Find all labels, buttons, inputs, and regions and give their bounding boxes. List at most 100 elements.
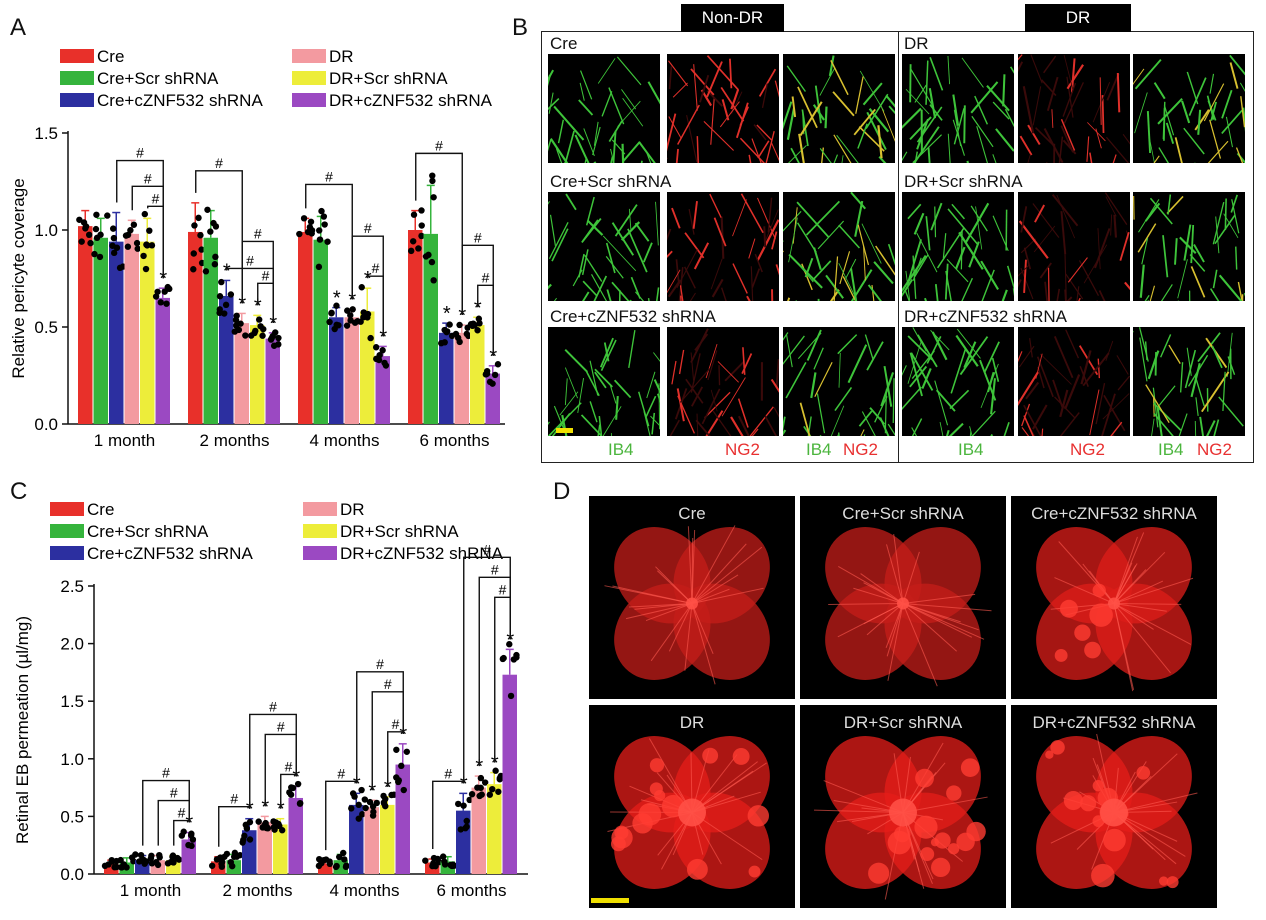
vessel-segment (902, 278, 914, 298)
bar (344, 317, 359, 424)
vessel-segment (1095, 128, 1102, 149)
significance-hash: # (376, 656, 384, 672)
vessel-segment (773, 407, 779, 418)
retina-vessel-image (783, 327, 895, 436)
retina-vessel-image (548, 192, 660, 301)
vessel-segment (1082, 563, 1115, 604)
vessel-segment (783, 429, 787, 436)
vessel-segment (548, 412, 571, 436)
vessel-segment (811, 260, 832, 281)
retina-vessel-image (548, 327, 660, 436)
significance-star: * (458, 305, 466, 327)
vessel-segment (1174, 137, 1183, 163)
vessel-segment (1230, 194, 1239, 213)
vessel-segment (786, 65, 806, 92)
vessel-segment (928, 88, 937, 119)
vessel-segment (1206, 420, 1216, 436)
vessel-segment (655, 566, 693, 604)
data-point (109, 242, 116, 249)
data-point (326, 318, 333, 326)
panel-b-row-label: Cre (546, 34, 582, 54)
leakage-spot (610, 836, 626, 852)
data-point (211, 261, 219, 268)
vessel-segment (902, 603, 979, 631)
vessel-segment (914, 84, 927, 103)
significance-hash: # (325, 168, 333, 184)
vessel-segment (640, 160, 643, 163)
vessel-segment (906, 239, 922, 285)
vessel-segment (653, 379, 660, 394)
vessel-segment (647, 81, 660, 105)
data-point (430, 854, 438, 862)
data-point (470, 320, 477, 327)
vessel-segment (992, 215, 1009, 252)
vessel-segment (1022, 86, 1035, 134)
significance-star: * (384, 777, 392, 799)
vessel-segment (735, 102, 749, 139)
data-point (463, 817, 470, 825)
vessel-segment (864, 334, 874, 360)
vessel-segment (1235, 246, 1238, 270)
vessel-segment (1105, 196, 1117, 217)
vessel-segment (649, 738, 693, 813)
vessel-segment (1227, 356, 1236, 375)
vessel-segment (688, 209, 695, 235)
vessel-segment (720, 287, 727, 301)
data-point (340, 849, 347, 857)
vessel-segment (813, 809, 904, 813)
vessel-segment (814, 361, 833, 397)
vessel-segment (1034, 204, 1045, 223)
vessel-segment (650, 415, 660, 427)
vessel-segment (667, 113, 677, 152)
vessel-segment (1207, 140, 1229, 163)
vessel-segment (691, 603, 716, 685)
vessel-segment (583, 128, 595, 157)
leakage-spot (868, 862, 890, 884)
vessel-network-icon (667, 193, 779, 301)
vessel-segment (838, 353, 841, 388)
data-point (366, 798, 374, 806)
data-point (336, 853, 343, 861)
panel-b-box (541, 31, 1254, 463)
retina-petal (1095, 527, 1192, 624)
legend-swatch (303, 546, 337, 560)
stain-label: NG2 (1070, 440, 1105, 459)
significance-bracket (477, 284, 494, 356)
vessel-segment (867, 284, 882, 301)
vessel-segment (1065, 329, 1080, 359)
legend-swatch (50, 524, 84, 538)
vessel-segment (805, 200, 841, 236)
data-point (349, 306, 356, 313)
bar (188, 231, 203, 424)
vessel-segment (913, 212, 925, 235)
vessel-segment (990, 434, 994, 436)
vessel-segment (791, 96, 797, 118)
data-point (343, 322, 351, 329)
vessel-segment (1105, 136, 1130, 163)
legend-label: DR (340, 500, 365, 519)
data-point (381, 359, 388, 367)
vessel-segment (1209, 73, 1215, 94)
data-point (347, 312, 354, 319)
vessel-segment (1113, 532, 1145, 604)
significance-bracket (195, 170, 243, 304)
data-point (429, 177, 436, 185)
data-point (506, 641, 513, 648)
vessel-network-icon (1133, 194, 1245, 301)
vessel-segment (730, 416, 744, 436)
vessel-segment (880, 104, 895, 142)
data-point (213, 856, 221, 863)
data-point (260, 325, 267, 333)
y-tick-label: 0.5 (34, 318, 58, 337)
data-point (279, 827, 286, 834)
vessel-segment (741, 353, 753, 374)
vessel-segment (823, 780, 904, 813)
data-point (439, 853, 447, 860)
vessel-network-icon (548, 329, 660, 436)
significance-hash: # (136, 145, 144, 161)
data-point (403, 748, 411, 755)
vessel-segment (902, 107, 922, 129)
significance-bracket (264, 733, 297, 807)
bar (109, 241, 124, 424)
vessel-segment (1179, 362, 1184, 393)
